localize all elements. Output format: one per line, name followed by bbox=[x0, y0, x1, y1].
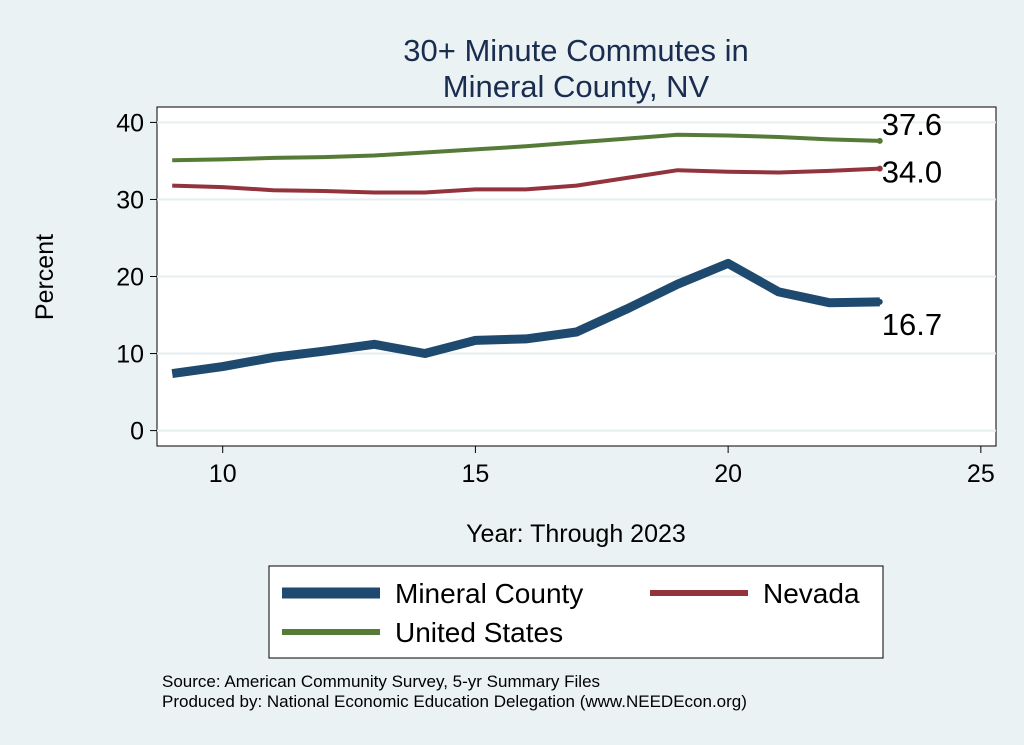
series-end-point bbox=[876, 165, 883, 172]
series-lines bbox=[171, 132, 883, 379]
x-tick-label: 10 bbox=[209, 460, 237, 488]
end-label-nevada: 34.0 bbox=[882, 155, 942, 190]
x-tick-label: 15 bbox=[462, 460, 490, 488]
x-tick-label: 25 bbox=[967, 460, 995, 488]
x-tick-label: 20 bbox=[714, 460, 742, 488]
series-line-mineral-county bbox=[171, 258, 880, 379]
y-tick-label: 10 bbox=[116, 341, 144, 369]
y-tick-label: 0 bbox=[130, 418, 144, 446]
chart-title: 30+ Minute Commutes in Mineral County, N… bbox=[403, 33, 748, 104]
y-tick-label: 20 bbox=[116, 264, 144, 292]
end-label-united-states: 37.6 bbox=[882, 107, 942, 142]
legend-box bbox=[268, 565, 884, 659]
y-axis-title: Percent bbox=[31, 234, 59, 320]
series-end-point bbox=[876, 137, 883, 144]
y-tick-label: 40 bbox=[116, 109, 144, 137]
end-label-mineral-county: 16.7 bbox=[882, 307, 942, 342]
chart-title-line-1: 30+ Minute Commutes in bbox=[403, 33, 748, 68]
end-labels: 16.7 34.0 37.6 bbox=[882, 107, 942, 342]
series-line-united-states bbox=[172, 132, 880, 163]
produced-by-note: Produced by: National Economic Education… bbox=[162, 692, 747, 711]
x-axis-title: Year: Through 2023 bbox=[466, 520, 686, 548]
chart-title-line-2: Mineral County, NV bbox=[443, 69, 710, 104]
axes: 0 10 20 30 40 10 15 20 25 bbox=[116, 109, 995, 488]
legend-label: United States bbox=[395, 617, 563, 648]
legend: Mineral County Nevada United States bbox=[268, 565, 884, 659]
source-note: Source: American Community Survey, 5-yr … bbox=[162, 672, 600, 691]
series-line-nevada bbox=[172, 166, 880, 195]
y-tick-label: 30 bbox=[116, 186, 144, 214]
series-end-point bbox=[876, 298, 883, 305]
legend-label: Nevada bbox=[763, 578, 860, 609]
legend-label: Mineral County bbox=[395, 578, 583, 609]
